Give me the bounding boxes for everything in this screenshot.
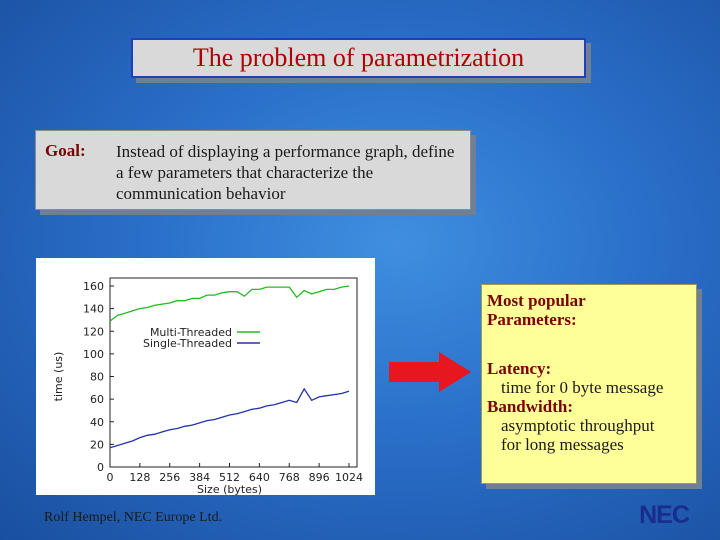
slide-title: The problem of parametrization — [192, 43, 525, 72]
latency-label: Latency: — [487, 359, 552, 378]
x-tick-label: 640 — [249, 471, 270, 484]
x-tick-label: 384 — [189, 471, 210, 484]
y-axis-label: time (us) — [52, 352, 65, 402]
goal-box: Goal: Instead of displaying a performanc… — [35, 130, 471, 210]
series-line-multi-threaded — [109, 285, 350, 322]
right-arrow-icon — [389, 352, 471, 392]
y-tick-label: 140 — [83, 303, 104, 316]
y-tick-label: 60 — [90, 393, 104, 406]
x-tick-label: 0 — [107, 471, 114, 484]
slide-title-box: The problem of parametrization — [131, 38, 586, 78]
x-tick-label: 128 — [129, 471, 150, 484]
goal-text: Instead of displaying a performance grap… — [116, 142, 455, 203]
x-tick-label: 768 — [279, 471, 300, 484]
y-tick-label: 160 — [83, 280, 104, 293]
goal-label: Goal: — [45, 141, 86, 160]
bandwidth-description-line2: for long messages — [501, 435, 624, 454]
parameters-heading-line1: Most popular — [487, 291, 586, 310]
legend-label: Single-Threaded — [143, 337, 232, 350]
x-tick-label: 512 — [219, 471, 240, 484]
parameters-box: Most popular Parameters: Latency: time f… — [481, 284, 697, 484]
legend-label: Multi-Threaded — [150, 326, 232, 339]
chart-svg: 0 20 40 60 80 100 120 140 160 0 128 256 384 512 640 768… — [52, 277, 363, 495]
performance-chart: 0 20 40 60 80 100 120 140 160 0 128 256 384 512 640 768… — [36, 258, 375, 495]
nec-logo-text: NEC — [639, 501, 690, 528]
latency-description: time for 0 byte message — [501, 378, 664, 397]
parameters-heading-line2: Parameters: — [487, 310, 577, 329]
nec-logo-icon: NEC — [639, 501, 691, 528]
bandwidth-description-line1: asymptotic throughput — [501, 416, 655, 435]
x-tick-label: 896 — [309, 471, 330, 484]
x-tick-label: 1024 — [335, 471, 363, 484]
y-tick-label: 40 — [90, 416, 104, 429]
x-axis-label: Size (bytes) — [197, 483, 262, 495]
y-tick-label: 20 — [90, 438, 104, 451]
plot-frame — [109, 277, 358, 468]
x-tick-label: 256 — [159, 471, 180, 484]
arrow-shape — [389, 352, 471, 392]
parameters-content: Most popular Parameters: Latency: time f… — [487, 291, 692, 454]
bandwidth-label: Bandwidth: — [487, 397, 573, 416]
footer-author: Rolf Hempel, NEC Europe Ltd. — [44, 510, 223, 525]
series-line-single-threaded — [109, 387, 350, 449]
y-tick-label: 80 — [90, 371, 104, 384]
y-tick-label: 0 — [97, 461, 104, 474]
y-tick-label: 120 — [83, 325, 104, 338]
y-tick-label: 100 — [83, 348, 104, 361]
